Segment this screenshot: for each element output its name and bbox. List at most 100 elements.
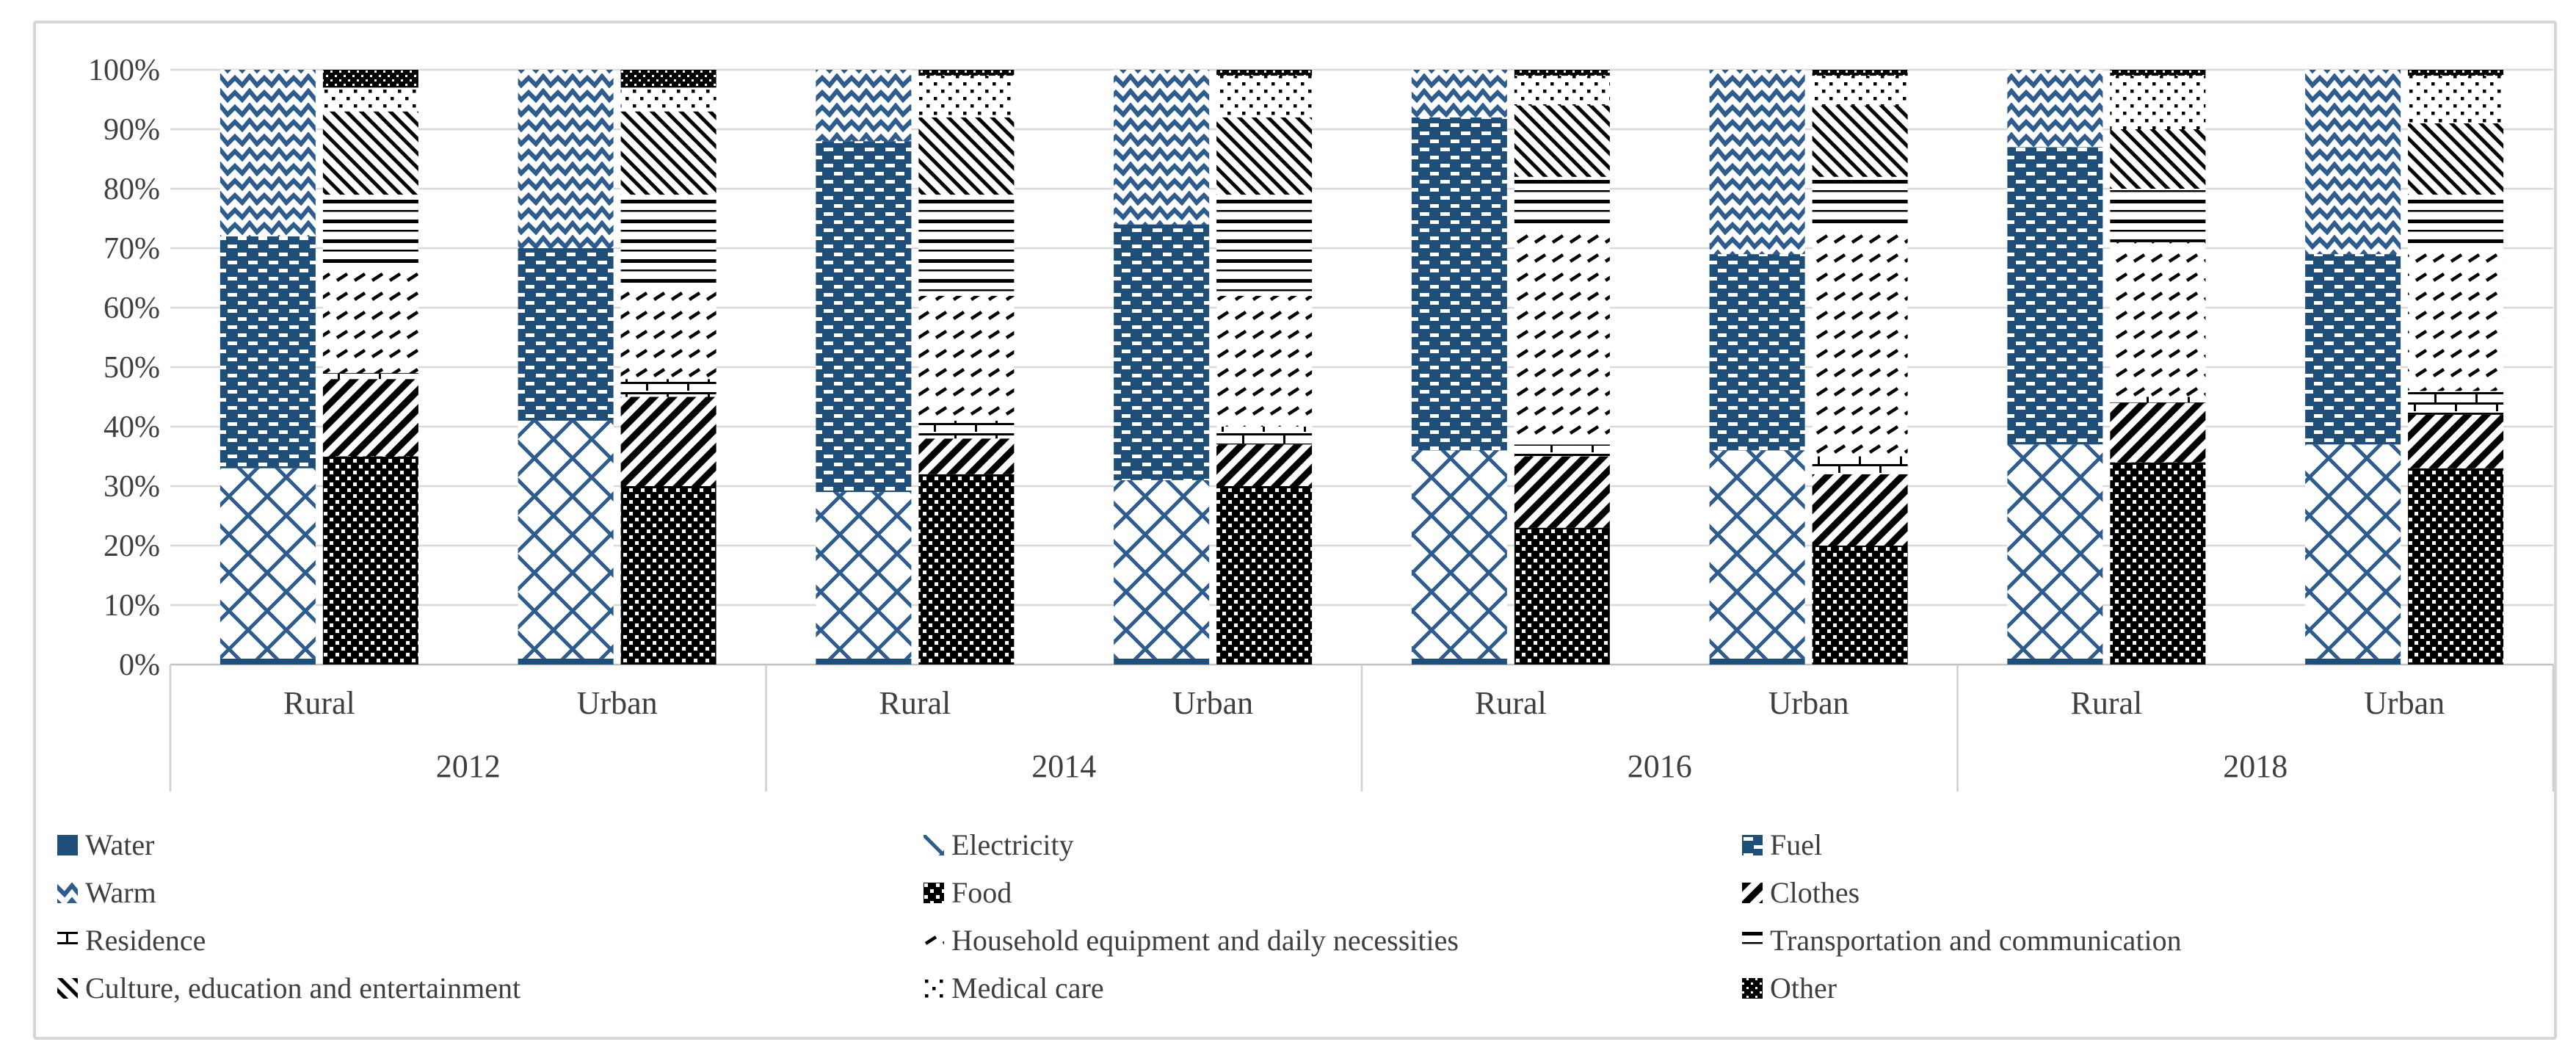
bar-segment bbox=[2007, 147, 2103, 445]
legend-label: Clothes bbox=[1770, 876, 1860, 909]
x-area-label: Rural bbox=[879, 685, 951, 721]
legend-item: Clothes bbox=[1742, 869, 2546, 916]
bar-segment bbox=[2305, 254, 2401, 445]
y-tick-label: 40% bbox=[104, 410, 160, 444]
legend-swatch-household-icon bbox=[924, 930, 944, 951]
legend-swatch-warm-icon bbox=[57, 882, 78, 903]
legend-label: Food bbox=[951, 876, 1012, 909]
bar-segment bbox=[620, 283, 716, 380]
legend-label: Residence bbox=[85, 924, 206, 957]
y-tick-label: 50% bbox=[104, 351, 160, 385]
legend-swatch-residence-icon bbox=[57, 930, 78, 951]
bar-segment bbox=[322, 87, 418, 112]
bar-segment bbox=[322, 456, 418, 665]
bar-segment bbox=[2408, 76, 2504, 123]
bar-segment bbox=[620, 397, 716, 486]
bar-segment bbox=[816, 141, 912, 493]
legend-label: Transportation and communication bbox=[1770, 924, 2182, 957]
legend-swatch-electricity-icon bbox=[924, 834, 944, 855]
bar-segment bbox=[1709, 70, 1805, 255]
x-year-label: 2016 bbox=[1628, 748, 1692, 784]
bar-segment bbox=[620, 486, 716, 665]
bar-segment bbox=[1411, 117, 1507, 451]
bar-segment bbox=[2305, 70, 2401, 255]
x-year-label: 2018 bbox=[2223, 748, 2287, 784]
legend-label: Electricity bbox=[951, 828, 1074, 861]
bar-segment bbox=[620, 87, 716, 112]
x-year-label: 2012 bbox=[436, 748, 501, 784]
bar-segment bbox=[918, 474, 1015, 665]
legend-swatch-medical-icon bbox=[924, 977, 944, 999]
bar-segment bbox=[1812, 224, 1908, 457]
legend-swatch-culture-icon bbox=[57, 977, 78, 999]
bar-segment bbox=[1812, 105, 1908, 177]
legend-label: Fuel bbox=[1770, 828, 1823, 861]
bar-segment bbox=[1514, 444, 1610, 457]
y-tick-label: 70% bbox=[104, 232, 160, 266]
legend-item: Electricity bbox=[924, 821, 1742, 869]
bar-segment bbox=[2408, 414, 2504, 468]
y-tick-label: 20% bbox=[104, 529, 160, 563]
bar-segment bbox=[1514, 224, 1610, 445]
legend-swatch-transport-icon bbox=[1742, 930, 1763, 951]
x-area-label: Urban bbox=[1768, 685, 1849, 721]
legend-label: Water bbox=[85, 828, 155, 861]
legend-swatch-water-icon bbox=[57, 834, 78, 855]
legend-item: Household equipment and daily necessitie… bbox=[924, 916, 1742, 964]
bar-segment bbox=[322, 195, 418, 267]
x-area-label: Urban bbox=[2364, 685, 2445, 721]
bar-segment bbox=[1216, 444, 1313, 486]
bar-segment bbox=[219, 70, 316, 236]
bar-segment bbox=[1514, 105, 1610, 177]
bar-segment bbox=[322, 266, 418, 374]
bar-segment bbox=[620, 70, 716, 88]
bar-segment bbox=[1411, 70, 1507, 117]
bar-segment bbox=[2007, 70, 2103, 148]
bar-segment bbox=[1114, 479, 1210, 659]
bar-segment bbox=[518, 658, 614, 665]
bar-segment bbox=[322, 111, 418, 195]
bar-segment bbox=[918, 420, 1015, 439]
bar-segment bbox=[1812, 546, 1908, 665]
bar-segment bbox=[1216, 427, 1313, 445]
bar-segment bbox=[1114, 658, 1210, 665]
y-tick-label: 10% bbox=[104, 589, 160, 623]
bar-segment bbox=[1216, 295, 1313, 427]
bar-segment bbox=[2007, 658, 2103, 665]
bar-segment bbox=[2408, 391, 2504, 415]
x-area-label: Rural bbox=[2070, 685, 2142, 721]
bar-segment bbox=[322, 70, 418, 88]
bar-segment bbox=[1216, 486, 1313, 665]
y-tick-label: 0% bbox=[119, 648, 160, 682]
bar-segment bbox=[518, 420, 614, 659]
bar-segment bbox=[1411, 450, 1507, 659]
legend-label: Household equipment and daily necessitie… bbox=[951, 924, 1459, 957]
bar-segment bbox=[1114, 224, 1210, 480]
legend-item: Medical care bbox=[924, 964, 1742, 1012]
bar-segment bbox=[2305, 658, 2401, 665]
bar-segment bbox=[1514, 176, 1610, 225]
bar-segment bbox=[2408, 468, 2504, 665]
legend-swatch-other-icon bbox=[1742, 977, 1763, 999]
legend-label: Warm bbox=[85, 876, 156, 909]
x-area-label: Rural bbox=[283, 685, 355, 721]
legend-item: Fuel bbox=[1742, 821, 2546, 869]
x-area-label: Rural bbox=[1475, 685, 1547, 721]
bar-segment bbox=[1812, 70, 1908, 76]
bar-segment bbox=[1216, 76, 1313, 117]
bar-segment bbox=[2408, 248, 2504, 391]
bar-segment bbox=[1514, 456, 1610, 528]
bar-segment bbox=[1216, 195, 1313, 296]
bar-segment bbox=[1812, 76, 1908, 106]
bar-segment bbox=[1514, 76, 1610, 106]
legend-item: Water bbox=[57, 821, 924, 869]
bar-segment bbox=[322, 379, 418, 457]
x-year-label: 2014 bbox=[1031, 748, 1096, 784]
legend-item: Transportation and communication bbox=[1742, 916, 2546, 964]
bar-segment bbox=[2408, 195, 2504, 248]
legend-item: Other bbox=[1742, 964, 2546, 1012]
bar-segment bbox=[219, 658, 316, 665]
y-tick-label: 60% bbox=[104, 292, 160, 325]
legend-swatch-food-icon bbox=[924, 882, 944, 903]
x-area-label: Urban bbox=[577, 685, 658, 721]
